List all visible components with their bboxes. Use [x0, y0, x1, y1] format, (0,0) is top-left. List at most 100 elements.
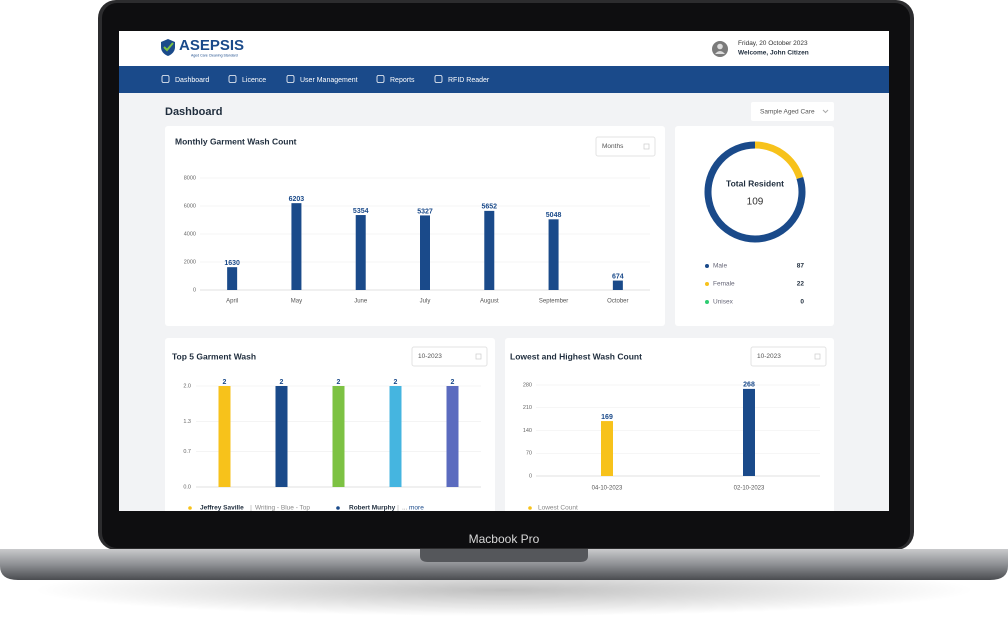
y-tick-label: 0 [529, 473, 532, 479]
chevron [822, 109, 829, 114]
legend-more[interactable]: more [409, 505, 424, 512]
donut-segment [704, 141, 806, 243]
y-tick-label: 0 [193, 287, 196, 293]
filter-value: Months [602, 143, 624, 150]
card [165, 338, 495, 511]
filter-icon [475, 353, 482, 360]
bar [355, 215, 366, 290]
value-label: 2 [337, 379, 341, 386]
nav-bar [119, 66, 889, 93]
value-label: 169 [601, 414, 613, 421]
filter-icon [643, 143, 650, 150]
y-tick-label: 0.7 [183, 449, 191, 455]
value-label: 2 [223, 379, 227, 386]
y-tick-label: 280 [523, 382, 532, 388]
y-tick-label: 140 [523, 428, 532, 434]
value-label: 5048 [546, 212, 562, 219]
value-label: 2 [394, 379, 398, 386]
x-tick-label: April [226, 299, 238, 305]
bar [218, 386, 231, 487]
nav-icon [228, 75, 237, 83]
y-tick-label: 210 [523, 405, 532, 411]
card-title: Monthly Garment Wash Count [175, 136, 297, 146]
bar [389, 386, 402, 487]
bar [275, 386, 288, 487]
legend-dot [705, 300, 709, 304]
x-tick-label: May [291, 299, 302, 305]
x-tick-label: June [354, 299, 368, 305]
device-label: Macbook Pro [469, 532, 540, 546]
x-tick-label: August [480, 299, 499, 305]
value-label: 2 [451, 379, 455, 386]
value-label: 1630 [224, 260, 240, 267]
nav-icon [161, 75, 170, 83]
bar [446, 386, 459, 487]
filter[interactable] [595, 136, 656, 157]
x-tick-label: 04-10-2023 [592, 486, 623, 492]
legend-value: 87 [797, 263, 805, 270]
filter-value: 10-2023 [757, 353, 781, 360]
donut-title: Total Resident [726, 178, 784, 188]
x-tick-label: October [607, 299, 628, 305]
base [0, 549, 1008, 580]
card-title: Lowest and Highest Wash Count [510, 351, 642, 361]
bar [420, 215, 430, 290]
legend-dot [188, 506, 192, 510]
screen: ASEPSIS Aged Care Cleaning Standard Frid… [119, 31, 889, 512]
bar [291, 203, 302, 290]
legend-label: Lowest Count [538, 505, 578, 512]
value-label: 674 [612, 273, 624, 280]
value-label: 5354 [353, 208, 369, 215]
nav-icon [286, 75, 295, 83]
legend-dot [705, 282, 709, 286]
bar [227, 267, 238, 290]
card [165, 126, 665, 326]
date: Friday, 20 October 2023 [738, 40, 808, 47]
nav-item[interactable]: Licence [242, 77, 266, 84]
bar [548, 219, 559, 290]
page-title: Dashboard [165, 106, 222, 118]
bar [612, 280, 623, 290]
y-tick-label: 8000 [184, 175, 196, 181]
value-label: 2 [280, 379, 284, 386]
value-label: 268 [743, 382, 755, 389]
y-tick-label: 2.0 [183, 383, 191, 389]
bar [484, 210, 495, 290]
nav-item[interactable]: Dashboard [175, 77, 209, 84]
value-label: 5652 [481, 204, 497, 211]
legend-detail: Writing - Blue - Top [255, 505, 310, 512]
filter[interactable] [750, 346, 827, 367]
brand: ASEPSIS [179, 37, 244, 54]
y-tick-label: 6000 [184, 203, 196, 209]
legend-label: Unisex [713, 299, 734, 306]
donut-total: 109 [747, 197, 764, 208]
facility-select[interactable] [751, 102, 834, 121]
filter-icon [814, 353, 821, 360]
nav-item[interactable]: User Management [300, 77, 358, 84]
legend-value: 0 [800, 299, 804, 306]
legend-name: Jeffrey Saville [200, 505, 244, 512]
facility: Sample Aged Care [760, 109, 815, 116]
legend-detail: ... [402, 505, 408, 512]
legend-value: 22 [797, 281, 805, 288]
nav-icon [434, 75, 443, 83]
card-title: Top 5 Garment Wash [172, 351, 256, 361]
header [119, 31, 889, 66]
donut-segment [754, 141, 804, 180]
nav-item[interactable]: RFID Reader [448, 77, 490, 84]
tagline: Aged Care Cleaning Standard [191, 53, 238, 57]
value-label: 6203 [289, 196, 305, 203]
card [675, 126, 834, 326]
filter[interactable] [411, 346, 488, 367]
legend-label: Male [713, 263, 727, 270]
value-label: 5327 [417, 208, 433, 215]
y-tick-label: 2000 [184, 259, 196, 265]
legend-dot [528, 506, 532, 510]
welcome: Welcome, John Citizen [738, 50, 809, 57]
nav-item[interactable]: Reports [390, 77, 415, 84]
bar [743, 388, 755, 476]
avatar-body [715, 51, 725, 54]
avatar-head [717, 43, 723, 50]
x-tick-label: 02-10-2023 [734, 486, 765, 492]
